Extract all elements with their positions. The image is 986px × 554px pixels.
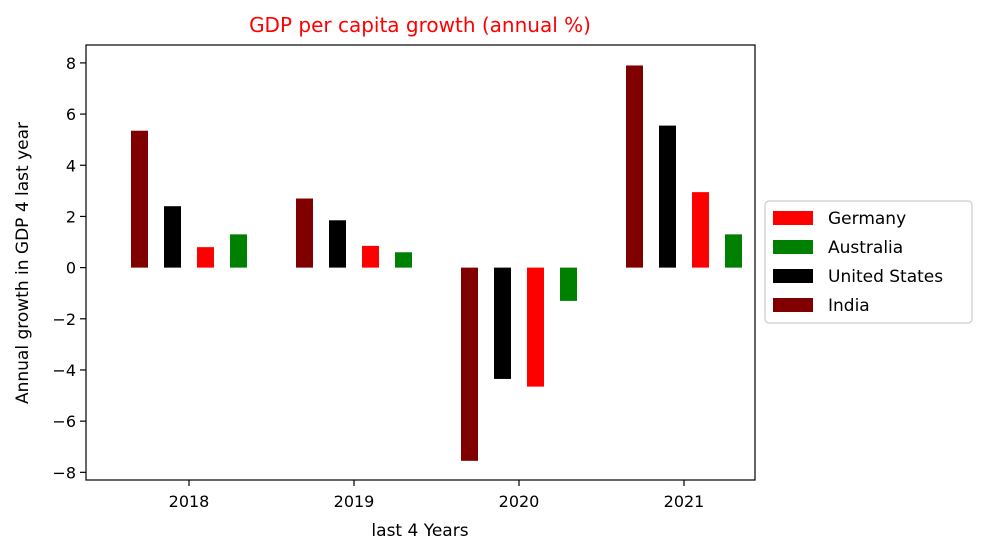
legend: Germany Australia United States India [764, 200, 973, 324]
bar-australia-2018 [230, 234, 247, 268]
bar-germany-2020 [527, 267, 544, 387]
y-tick-label: −6 [52, 412, 76, 431]
y-tick-label: 8 [66, 54, 76, 73]
bar-united-states-2018 [164, 206, 181, 268]
legend-label: Australia [828, 238, 903, 258]
x-tick-label: 2021 [664, 492, 705, 511]
bar-germany-2019 [362, 245, 379, 268]
y-axis-label: Annual growth in GDP 4 last year [13, 122, 33, 404]
bar-australia-2021 [725, 234, 742, 268]
legend-swatch [773, 211, 813, 225]
chart-title: GDP per capita growth (annual %) [249, 13, 591, 37]
legend-swatch [773, 298, 813, 312]
legend-swatch [773, 240, 813, 254]
bar-australia-2020 [560, 267, 577, 301]
y-tick-label: −4 [52, 361, 76, 380]
y-tick-label: 4 [66, 156, 76, 175]
bar-australia-2019 [395, 252, 412, 268]
legend-box [764, 200, 973, 324]
legend-label: Germany [828, 209, 906, 229]
x-tick-label: 2018 [169, 492, 210, 511]
bar-united-states-2021 [659, 125, 676, 268]
plot-area: −8 −6 −4 −2 0 2 4 6 8 2018 2019 2020 2021 [52, 44, 756, 511]
legend-swatch [773, 269, 813, 283]
bar-united-states-2019 [329, 220, 346, 268]
bar-india-2019 [296, 198, 313, 268]
y-tick-label: −2 [52, 310, 76, 329]
y-tick-label: 0 [66, 259, 76, 278]
x-axis-label: last 4 Years [371, 521, 468, 541]
bar-india-2020 [461, 267, 478, 461]
y-tick-label: 2 [66, 207, 76, 226]
x-tick-label: 2019 [334, 492, 375, 511]
bar-united-states-2020 [494, 267, 511, 379]
y-tick-label: 6 [66, 105, 76, 124]
plot-frame [85, 44, 756, 481]
bar-india-2021 [626, 65, 643, 268]
bar-germany-2018 [197, 247, 214, 268]
y-tick-label: −8 [52, 463, 76, 482]
bar-india-2018 [131, 130, 148, 268]
bar-germany-2021 [692, 192, 709, 268]
legend-label: India [828, 296, 870, 316]
x-tick-label: 2020 [499, 492, 540, 511]
legend-label: United States [828, 267, 943, 287]
